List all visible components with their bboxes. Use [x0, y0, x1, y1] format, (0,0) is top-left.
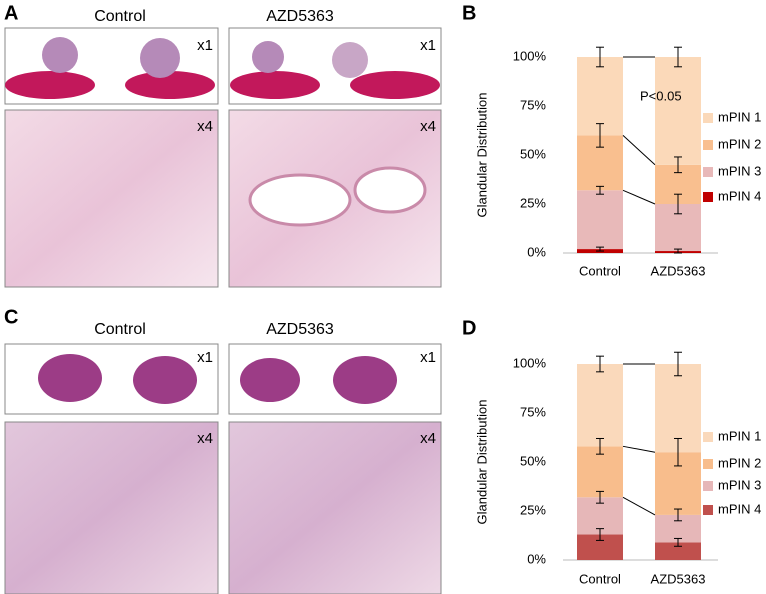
panel-label: D: [462, 317, 476, 339]
bar-segment: [577, 446, 623, 498]
magnification: x4: [420, 118, 436, 135]
error-bar: [674, 46, 682, 68]
panel-c-images: [4, 343, 442, 594]
tissue: [248, 173, 352, 227]
tissue: [240, 358, 300, 402]
error-bar: [596, 123, 604, 148]
bar-segment: [655, 57, 701, 165]
legend-label: mPIN 3: [718, 163, 761, 178]
legend-swatch: [703, 505, 713, 515]
legend-label: mPIN 1: [718, 428, 761, 443]
y-tick-label: 100%: [513, 355, 547, 370]
error-bar: [674, 248, 682, 254]
tissue: [252, 41, 284, 73]
connector: [622, 189, 656, 205]
legend-swatch: [703, 432, 713, 442]
bar-segment: [577, 190, 623, 250]
error-bar: [596, 437, 604, 455]
y-tick-label: 0%: [527, 244, 546, 259]
x-tick-label: Control: [579, 263, 621, 278]
error-bar: [674, 437, 682, 467]
x-tick-label: AZD5363: [651, 263, 706, 278]
legend-label: mPIN 3: [718, 477, 761, 492]
error-bar: [596, 185, 604, 195]
magnification: x1: [197, 349, 213, 366]
error-bar: [674, 193, 682, 215]
tissue: [333, 356, 397, 404]
tissue: [353, 166, 427, 214]
error-bar: [596, 355, 604, 373]
image-frame: [4, 421, 219, 594]
y-tick-label: 50%: [520, 453, 546, 468]
column-title: Control: [94, 8, 146, 25]
tissue: [42, 37, 78, 73]
panel-label: B: [462, 2, 476, 24]
bar-segment: [577, 57, 623, 136]
magnification: x1: [420, 349, 436, 366]
magnification: x4: [197, 430, 213, 447]
annotation: P<0.05: [640, 88, 682, 103]
error-bar: [674, 156, 682, 174]
tissue: [350, 71, 440, 99]
column-title: Control: [94, 321, 146, 338]
y-tick-label: 0%: [527, 551, 546, 566]
legend-label: mPIN 2: [718, 136, 761, 151]
connector: [622, 135, 656, 166]
panel-a-images: [4, 27, 442, 288]
panel-label: A: [4, 2, 18, 24]
tissue: [140, 38, 180, 78]
x-tick-label: Control: [579, 571, 621, 586]
tissue: [5, 71, 95, 99]
tissue: [133, 356, 197, 404]
y-axis-label: Glandular Distribution: [474, 399, 489, 524]
error-bar: [596, 46, 604, 68]
tissue: [38, 354, 102, 402]
error-bar: [674, 351, 682, 377]
y-tick-label: 75%: [520, 97, 546, 112]
legend-label: mPIN 4: [718, 188, 761, 203]
image-frame: [228, 421, 442, 594]
legend-swatch: [703, 113, 713, 123]
error-bar: [596, 246, 604, 252]
x-tick-label: AZD5363: [651, 571, 706, 586]
magnification: x1: [420, 37, 436, 54]
connector: [622, 496, 656, 516]
y-axis-label: Glandular Distribution: [474, 92, 489, 217]
legend-swatch: [703, 167, 713, 177]
error-bar: [674, 508, 682, 522]
connector: [622, 445, 656, 453]
legend-label: mPIN 4: [718, 501, 761, 516]
magnification: x1: [197, 37, 213, 54]
column-title: AZD5363: [266, 321, 334, 338]
bar-segment: [655, 364, 701, 453]
error-bar: [674, 537, 682, 547]
magnification: x4: [420, 430, 436, 447]
y-tick-label: 25%: [520, 195, 546, 210]
bar-segment: [655, 542, 701, 560]
tissue: [125, 71, 215, 99]
tissue: [332, 42, 368, 78]
magnification: x4: [197, 118, 213, 135]
tissue: [230, 71, 320, 99]
legend-swatch: [703, 481, 713, 491]
error-bar: [596, 490, 604, 504]
error-bar: [596, 528, 604, 541]
legend-swatch: [703, 192, 713, 202]
image-frame: [4, 109, 219, 288]
y-tick-label: 75%: [520, 404, 546, 419]
bar-segment: [577, 364, 623, 447]
panel-label: C: [4, 306, 18, 328]
y-tick-label: 25%: [520, 502, 546, 517]
legend-swatch: [703, 459, 713, 469]
legend-label: mPIN 2: [718, 455, 761, 470]
y-tick-label: 50%: [520, 146, 546, 161]
legend-label: mPIN 1: [718, 109, 761, 124]
legend-swatch: [703, 140, 713, 150]
y-tick-label: 100%: [513, 48, 547, 63]
column-title: AZD5363: [266, 8, 334, 25]
